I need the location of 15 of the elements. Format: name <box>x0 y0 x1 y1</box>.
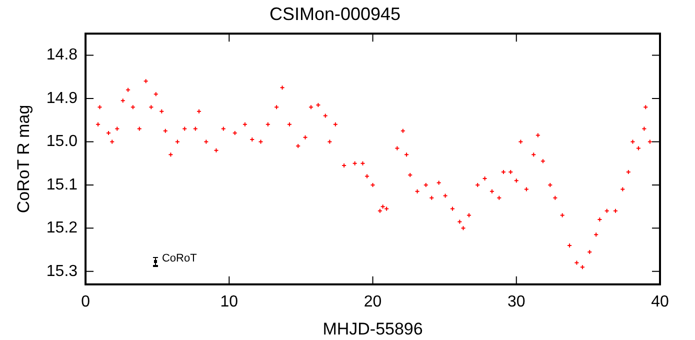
y-tick-label: 14.8 <box>46 46 78 64</box>
x-tick-label: 30 <box>507 293 526 310</box>
y-tick-label: 15.0 <box>46 133 78 150</box>
y-tick-label: 14.9 <box>46 90 78 107</box>
y-tick-label: 15.1 <box>46 176 78 194</box>
y-tick-label: 15.2 <box>46 220 78 237</box>
x-tick-label: 20 <box>364 293 382 310</box>
x-tick-label: 10 <box>220 293 238 310</box>
y-tick-label: 15.3 <box>46 262 78 280</box>
x-tick-label: 0 <box>81 293 90 310</box>
annotation: CoRoT <box>162 252 198 264</box>
x-tick-label: 40 <box>651 293 669 310</box>
y-axis-title: CoRoT R mag <box>14 104 33 214</box>
x-axis-title: MHJD-55896 <box>322 319 423 338</box>
chart-title: CSIMon-000945 <box>269 4 401 24</box>
